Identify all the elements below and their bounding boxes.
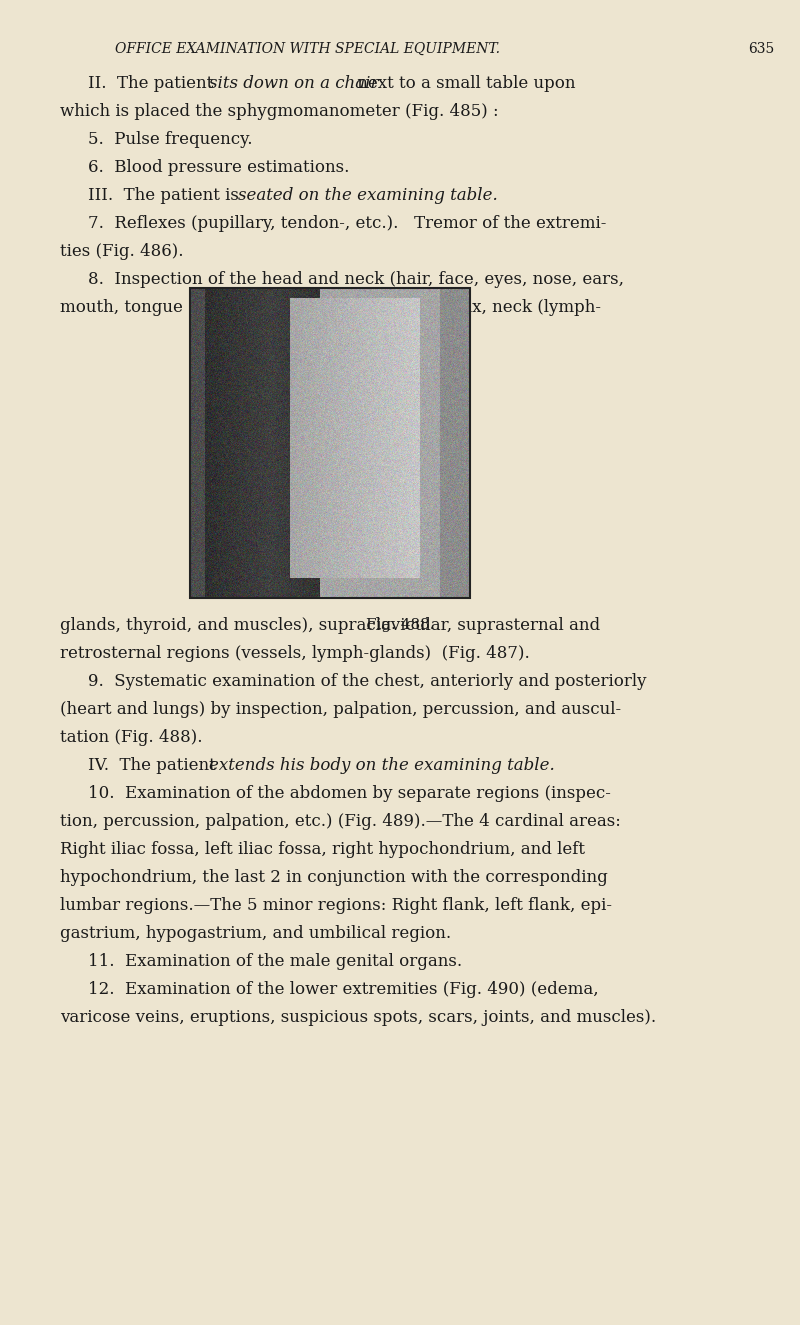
Text: tion, percussion, palpation, etc.) (Fig. 489).—The 4 cardinal areas:: tion, percussion, palpation, etc.) (Fig.… bbox=[60, 814, 621, 829]
Text: sits down on a chair: sits down on a chair bbox=[210, 76, 379, 91]
Text: II.  The patient: II. The patient bbox=[88, 76, 218, 91]
Text: gastrium, hypogastrium, and umbilical region.: gastrium, hypogastrium, and umbilical re… bbox=[60, 925, 451, 942]
Text: (heart and lungs) by inspection, palpation, percussion, and auscul-: (heart and lungs) by inspection, palpati… bbox=[60, 701, 621, 718]
Text: Right iliac fossa, left iliac fossa, right hypochondrium, and left: Right iliac fossa, left iliac fossa, rig… bbox=[60, 841, 585, 859]
Text: mouth, tongue and teeth), spinal column, pharynx, neck (lymph-: mouth, tongue and teeth), spinal column,… bbox=[60, 299, 601, 315]
Text: retrosternal regions (vessels, lymph-glands)  (Fig. 487).: retrosternal regions (vessels, lymph-gla… bbox=[60, 645, 530, 662]
Text: IV.  The patient: IV. The patient bbox=[88, 757, 221, 774]
Text: 635: 635 bbox=[748, 42, 774, 56]
Text: ties (Fig. 486).: ties (Fig. 486). bbox=[60, 242, 183, 260]
Text: tation (Fig. 488).: tation (Fig. 488). bbox=[60, 729, 202, 746]
Text: 7.  Reflexes (pupillary, tendon-, etc.).   Tremor of the extremi-: 7. Reflexes (pupillary, tendon-, etc.). … bbox=[88, 215, 606, 232]
Text: 9.  Systematic examination of the chest, anteriorly and posteriorly: 9. Systematic examination of the chest, … bbox=[88, 673, 646, 690]
Text: next to a small table upon: next to a small table upon bbox=[352, 76, 576, 91]
Text: 10.  Examination of the abdomen by separate regions (inspec-: 10. Examination of the abdomen by separa… bbox=[88, 784, 611, 802]
Text: hypochondrium, the last 2 in conjunction with the corresponding: hypochondrium, the last 2 in conjunction… bbox=[60, 869, 608, 886]
Text: glands, thyroid, and muscles), supraclavicular, suprasternal and: glands, thyroid, and muscles), supraclav… bbox=[60, 617, 600, 633]
Text: lumbar regions.—The 5 minor regions: Right flank, left flank, epi-: lumbar regions.—The 5 minor regions: Rig… bbox=[60, 897, 612, 914]
Text: which is placed the sphygmomanometer (Fig. 485) :: which is placed the sphygmomanometer (Fi… bbox=[60, 103, 498, 121]
Text: OFFICE EXAMINATION WITH SPECIAL EQUIPMENT.: OFFICE EXAMINATION WITH SPECIAL EQUIPMEN… bbox=[115, 42, 500, 56]
Text: extends his body on the examining table.: extends his body on the examining table. bbox=[210, 757, 555, 774]
Text: 6.  Blood pressure estimations.: 6. Blood pressure estimations. bbox=[88, 159, 350, 176]
Text: Fig. 488.: Fig. 488. bbox=[366, 617, 434, 632]
Bar bbox=[190, 288, 470, 598]
Text: varicose veins, eruptions, suspicious spots, scars, joints, and muscles).: varicose veins, eruptions, suspicious sp… bbox=[60, 1010, 656, 1026]
Text: III.  The patient is: III. The patient is bbox=[88, 187, 244, 204]
Text: seated on the examining table.: seated on the examining table. bbox=[238, 187, 498, 204]
Text: 5.  Pulse frequency.: 5. Pulse frequency. bbox=[88, 131, 253, 148]
Text: 12.  Examination of the lower extremities (Fig. 490) (edema,: 12. Examination of the lower extremities… bbox=[88, 980, 598, 998]
Text: 11.  Examination of the male genital organs.: 11. Examination of the male genital orga… bbox=[88, 953, 462, 970]
Text: 8.  Inspection of the head and neck (hair, face, eyes, nose, ears,: 8. Inspection of the head and neck (hair… bbox=[88, 272, 624, 288]
